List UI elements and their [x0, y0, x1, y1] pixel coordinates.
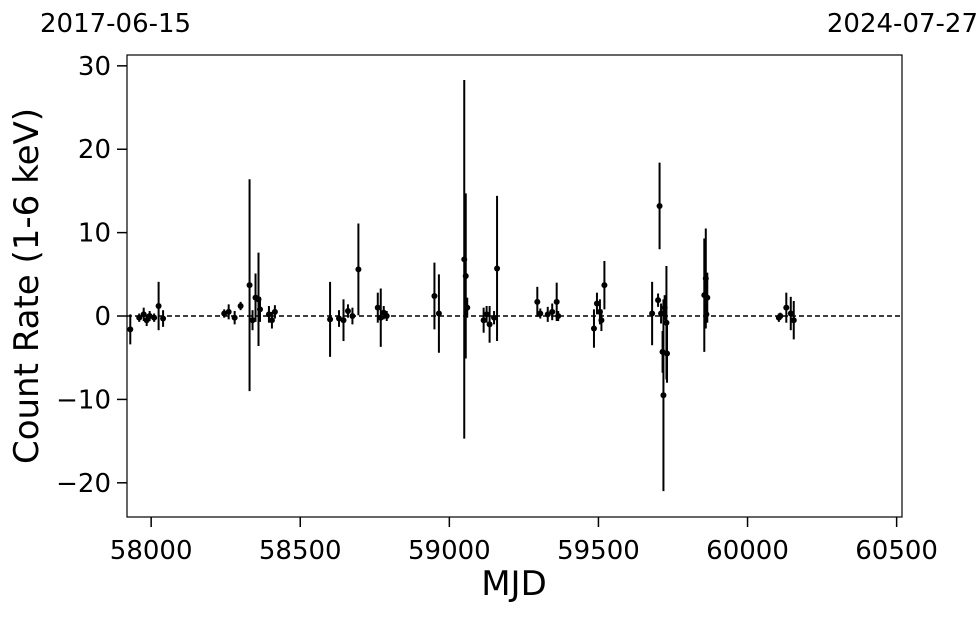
data-point: [355, 266, 362, 273]
data-point: [491, 314, 498, 321]
data-point: [486, 321, 493, 328]
y-tick-label: 0: [94, 302, 111, 332]
data-point: [555, 313, 562, 320]
data-point: [268, 317, 275, 324]
data-point: [249, 317, 256, 324]
data-point: [664, 350, 671, 357]
data-point: [593, 300, 600, 307]
data-point: [271, 308, 278, 315]
top-label-start: 2017-06-15: [40, 9, 191, 39]
data-point: [151, 314, 158, 321]
x-tick-label: 59500: [557, 536, 640, 566]
data-point: [340, 317, 347, 324]
data-point: [374, 304, 381, 311]
data-point: [534, 298, 541, 305]
data-point: [590, 325, 597, 332]
data-point: [431, 293, 438, 300]
data-point: [777, 313, 784, 320]
y-tick-label: 20: [78, 135, 111, 165]
data-point: [790, 317, 797, 324]
data-point: [544, 311, 551, 318]
x-axis-label: MJD: [481, 564, 547, 604]
data-point: [464, 304, 471, 311]
data-point: [549, 308, 556, 315]
data-point: [256, 306, 263, 313]
data-point: [649, 310, 656, 317]
data-point: [483, 311, 490, 318]
data-point: [155, 303, 162, 310]
x-tick-label: 59000: [408, 536, 491, 566]
data-point: [462, 272, 469, 279]
data-point: [660, 392, 667, 399]
data-point: [783, 304, 790, 311]
y-tick-label: −10: [56, 385, 111, 415]
data-point: [246, 282, 253, 289]
data-point: [237, 303, 244, 310]
data-point: [494, 265, 501, 272]
data-point: [136, 314, 143, 321]
x-tick-label: 58500: [259, 536, 342, 566]
data-point: [655, 297, 662, 304]
plot-frame: [126, 54, 903, 518]
data-point: [349, 313, 356, 320]
y-tick-label: −20: [56, 469, 111, 499]
data-point: [383, 313, 390, 320]
data-point: [553, 298, 560, 305]
data-point: [598, 317, 605, 324]
data-point: [656, 202, 663, 209]
data-point: [127, 326, 134, 333]
data-point: [601, 282, 608, 289]
data-point: [225, 308, 232, 315]
data-point: [143, 317, 150, 324]
data-point: [435, 310, 442, 317]
x-tick-label: 60500: [855, 536, 938, 566]
data-point: [265, 311, 272, 318]
data-point: [231, 314, 238, 321]
x-tick-label: 58000: [110, 536, 193, 566]
data-point: [344, 308, 351, 315]
data-point: [140, 311, 147, 318]
data-point: [327, 316, 334, 323]
y-axis-label: Count Rate (1-6 keV): [7, 108, 47, 464]
top-label-end: 2024-07-27: [827, 9, 978, 39]
x-tick-label: 60000: [706, 536, 789, 566]
y-tick-label: 10: [78, 219, 111, 249]
data-point: [537, 310, 544, 317]
data-point: [704, 294, 711, 301]
data-point: [787, 310, 794, 317]
y-tick-label: 30: [78, 52, 111, 82]
data-point: [160, 315, 167, 322]
data-point: [663, 319, 670, 326]
data-point: [377, 314, 384, 321]
data-point: [480, 317, 487, 324]
